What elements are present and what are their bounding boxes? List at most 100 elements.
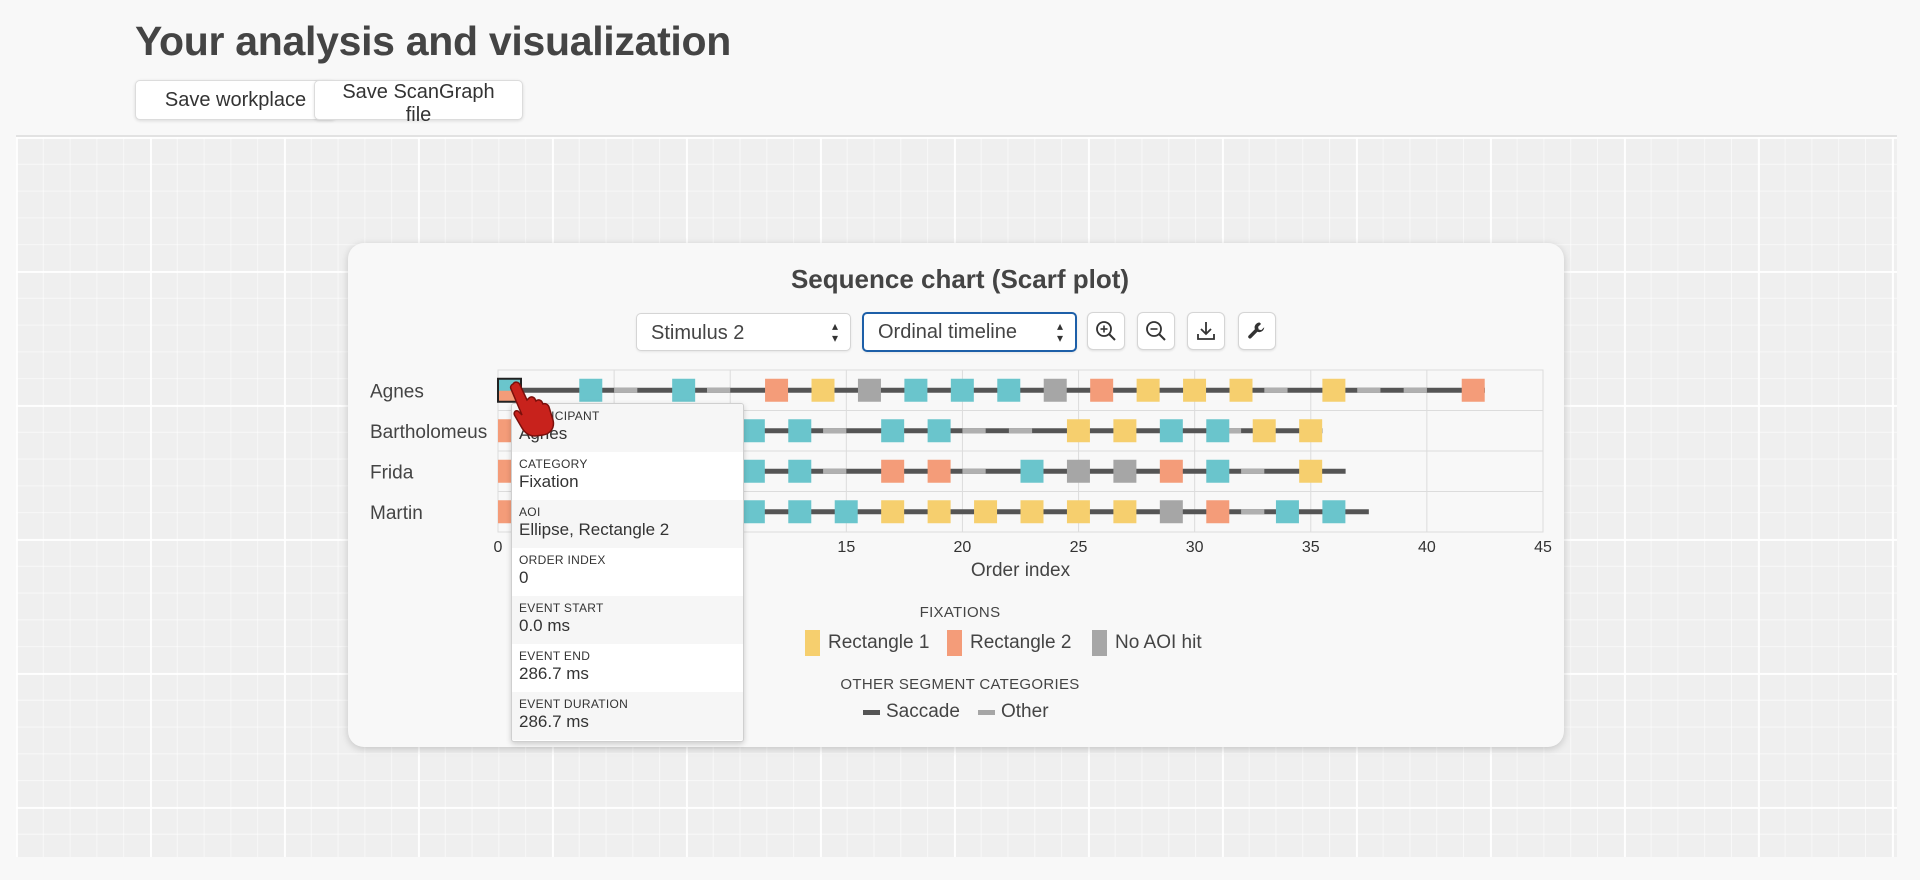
- x-tick-label: 35: [1302, 539, 1320, 556]
- fixation-mark: [811, 378, 835, 402]
- fixation-mark: [997, 378, 1021, 402]
- fixation-mark: [881, 419, 905, 443]
- save-workplace-button[interactable]: Save workplace: [135, 80, 336, 120]
- participant-label: Agnes: [370, 381, 424, 402]
- select-arrows-icon: ▴ ▾: [831, 319, 838, 345]
- timeline-select-value: Ordinal timeline: [878, 321, 1017, 343]
- fixation-mark: [904, 378, 928, 402]
- tooltip-value: 0: [519, 568, 529, 587]
- participant-label: Bartholomeus: [370, 422, 487, 443]
- fixation-mark: [1020, 459, 1044, 483]
- fixation-mark: [741, 459, 765, 483]
- fixation-mark: [1020, 500, 1044, 524]
- hand-cursor-icon: [509, 381, 555, 437]
- fixation-mark: [1066, 500, 1090, 524]
- fixation-mark: [950, 378, 974, 402]
- tooltip-row: AOI Ellipse, Rectangle 2: [512, 500, 743, 548]
- legend-label: Rectangle 2: [970, 632, 1072, 653]
- fixation-mark: [1136, 378, 1160, 402]
- tooltip: PARTICIPANTAgnesCATEGORYFixationAOIEllip…: [511, 403, 744, 742]
- fixation-mark: [881, 500, 905, 524]
- legend-label: Other: [1001, 701, 1049, 722]
- fixation-mark: [788, 459, 812, 483]
- legend-swatch: [1092, 630, 1107, 656]
- zoom-out-button[interactable]: [1137, 312, 1175, 350]
- fixation-mark: [1113, 419, 1137, 443]
- download-button[interactable]: [1187, 312, 1225, 350]
- fixation-mark: [1066, 459, 1090, 483]
- legend-item-fixation[interactable]: No AOI hit: [1092, 630, 1202, 656]
- settings-button[interactable]: [1238, 312, 1276, 350]
- stimulus-select-value: Stimulus 2: [651, 322, 745, 344]
- legend-item-fixation[interactable]: Rectangle 1: [805, 630, 929, 656]
- tooltip-row: EVENT START 0.0 ms: [512, 596, 743, 644]
- timeline-select[interactable]: Ordinal timeline ▴ ▾: [862, 312, 1077, 352]
- fixation-mark: [741, 500, 765, 524]
- tooltip-label: EVENT START: [519, 601, 604, 615]
- fixation-mark: [1183, 378, 1207, 402]
- x-tick-label: 30: [1186, 539, 1204, 556]
- legend-swatch: [947, 630, 962, 656]
- download-icon: [1197, 322, 1215, 340]
- fixation-mark: [1113, 500, 1137, 524]
- zoom-in-icon: [1096, 321, 1116, 341]
- x-tick-label: 0: [494, 539, 503, 556]
- legend-item-fixation[interactable]: Rectangle 2: [947, 630, 1071, 656]
- legend-label: Rectangle 1: [828, 632, 930, 653]
- stimulus-select[interactable]: Stimulus 2 ▴ ▾: [636, 313, 851, 351]
- legend-swatch: [805, 630, 820, 656]
- fixation-mark: [1206, 459, 1230, 483]
- fixation-mark-lower: [498, 390, 521, 403]
- fixation-mark: [881, 459, 905, 483]
- legend-item-segment[interactable]: Other: [978, 701, 1049, 723]
- legend-swatch: [863, 709, 880, 715]
- fixation-mark: [1066, 419, 1090, 443]
- tooltip-label: EVENT DURATION: [519, 697, 629, 711]
- select-arrows-icon: ▴ ▾: [1056, 319, 1063, 345]
- tooltip-value: 286.7 ms: [519, 712, 589, 731]
- fixation-mark: [1090, 378, 1114, 402]
- fixation-mark: [741, 419, 765, 443]
- wrench-icon: [1248, 322, 1265, 339]
- participant-label: Martin: [370, 503, 423, 524]
- tooltip-row: ORDER INDEX 0: [512, 548, 743, 596]
- chart-title: Sequence chart (Scarf plot): [790, 264, 1130, 294]
- fixation-mark: [974, 500, 998, 524]
- legend-swatch: [978, 709, 995, 715]
- tooltip-label: ORDER INDEX: [519, 553, 606, 567]
- tooltip-label: AOI: [519, 505, 541, 519]
- tooltip-value: Ellipse, Rectangle 2: [519, 520, 670, 539]
- save-scangraph-button[interactable]: Save ScanGraph file: [314, 80, 523, 126]
- fixation-mark: [1206, 419, 1230, 443]
- tooltip-row: EVENT END 286.7 ms: [512, 644, 743, 692]
- fixation-mark: [927, 500, 951, 524]
- tooltip-label: CATEGORY: [519, 457, 588, 471]
- tooltip-row: EVENT DURATION 286.7 ms: [512, 692, 743, 740]
- fixation-mark: [1229, 378, 1253, 402]
- fixation-mark: [1299, 419, 1323, 443]
- tooltip-row: CATEGORY Fixation: [512, 452, 743, 500]
- fixation-mark: [788, 500, 812, 524]
- x-tick-label: 25: [1070, 539, 1088, 556]
- zoom-in-button[interactable]: [1087, 312, 1125, 350]
- fixation-mark: [857, 378, 881, 402]
- fixation-mark: [1275, 500, 1299, 524]
- legend-label: Saccade: [886, 701, 960, 722]
- fixation-mark: [1322, 378, 1346, 402]
- fixation-mark: [1159, 419, 1183, 443]
- fixations-legend-heading: FIXATIONS: [919, 604, 1001, 621]
- tooltip-value: 286.7 ms: [519, 664, 589, 683]
- fixation-mark: [1043, 378, 1067, 402]
- legend-item-segment[interactable]: Saccade: [863, 701, 960, 723]
- x-tick-label: 40: [1418, 539, 1436, 556]
- page-title: Your analysis and visualization: [135, 18, 732, 64]
- fixation-mark: [1322, 500, 1346, 524]
- tooltip-value: 0.0 ms: [519, 616, 571, 635]
- participant-label: Frida: [370, 462, 414, 483]
- fixation-mark: [927, 419, 951, 443]
- x-axis-label: Order index: [971, 560, 1071, 580]
- zoom-out-icon: [1146, 321, 1166, 341]
- fixation-mark: [1299, 459, 1323, 483]
- fixation-mark: [834, 500, 858, 524]
- x-tick-label: 45: [1534, 539, 1552, 556]
